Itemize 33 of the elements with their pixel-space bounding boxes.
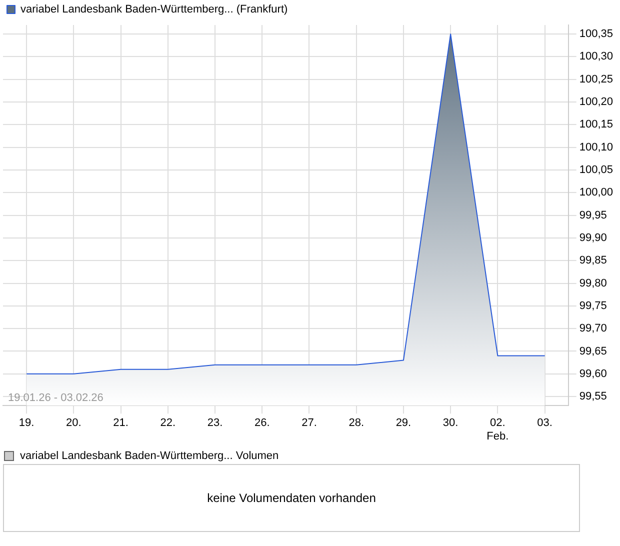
y-tick-label: 100,30 bbox=[579, 50, 614, 63]
x-tick-label: 28. bbox=[348, 417, 364, 430]
y-tick-label: 100,10 bbox=[579, 141, 614, 154]
y-tick-label: 100,15 bbox=[579, 118, 614, 131]
text: variabel Landesbank Baden-Württemberg... Volumen bbox=[20, 449, 279, 464]
y-tick-label: 100,35 bbox=[579, 28, 614, 40]
x-tick-label: 30. bbox=[442, 417, 458, 430]
y-tick-label: 100,05 bbox=[579, 164, 614, 176]
y-tick-label: 99,95 bbox=[579, 209, 607, 222]
x-tick-label: 21. bbox=[113, 417, 128, 430]
annotation: 19.01.26 - 03.02.26 bbox=[8, 392, 104, 404]
text: keine Volumendaten vorhanden bbox=[3, 464, 580, 532]
y-tick-label: 99,75 bbox=[579, 300, 607, 312]
x-tick-label: 22. bbox=[160, 417, 176, 430]
y-tick-label: 99,80 bbox=[579, 277, 607, 290]
x-tick-label: 20. bbox=[66, 417, 82, 430]
y-tick-label: 99,60 bbox=[579, 368, 607, 380]
x-tick-label: 29. bbox=[396, 417, 412, 430]
y-tick-label: 99,90 bbox=[579, 232, 607, 244]
y-tick-label: 99,55 bbox=[579, 390, 607, 403]
y-tick-label: 100,25 bbox=[579, 73, 614, 86]
x-tick-label: 03. bbox=[537, 417, 552, 430]
x-tick-label: 27. bbox=[302, 417, 317, 430]
x-tick-label: 23. bbox=[207, 417, 223, 430]
x-tick-label: 02. Feb. bbox=[486, 417, 509, 442]
legend-label: variabel Landesbank Baden-Württemberg... (Frankfurt) bbox=[20, 4, 288, 16]
y-tick-label: 99,70 bbox=[579, 322, 607, 335]
x-tick-label: 26. bbox=[254, 417, 270, 430]
y-tick-label: 100,00 bbox=[579, 186, 614, 199]
y-tick-label: 99,65 bbox=[579, 345, 607, 358]
y-tick-label: 100,20 bbox=[579, 96, 614, 108]
x-tick-label: 19. bbox=[18, 417, 34, 430]
y-tick-label: 99,85 bbox=[579, 254, 607, 267]
